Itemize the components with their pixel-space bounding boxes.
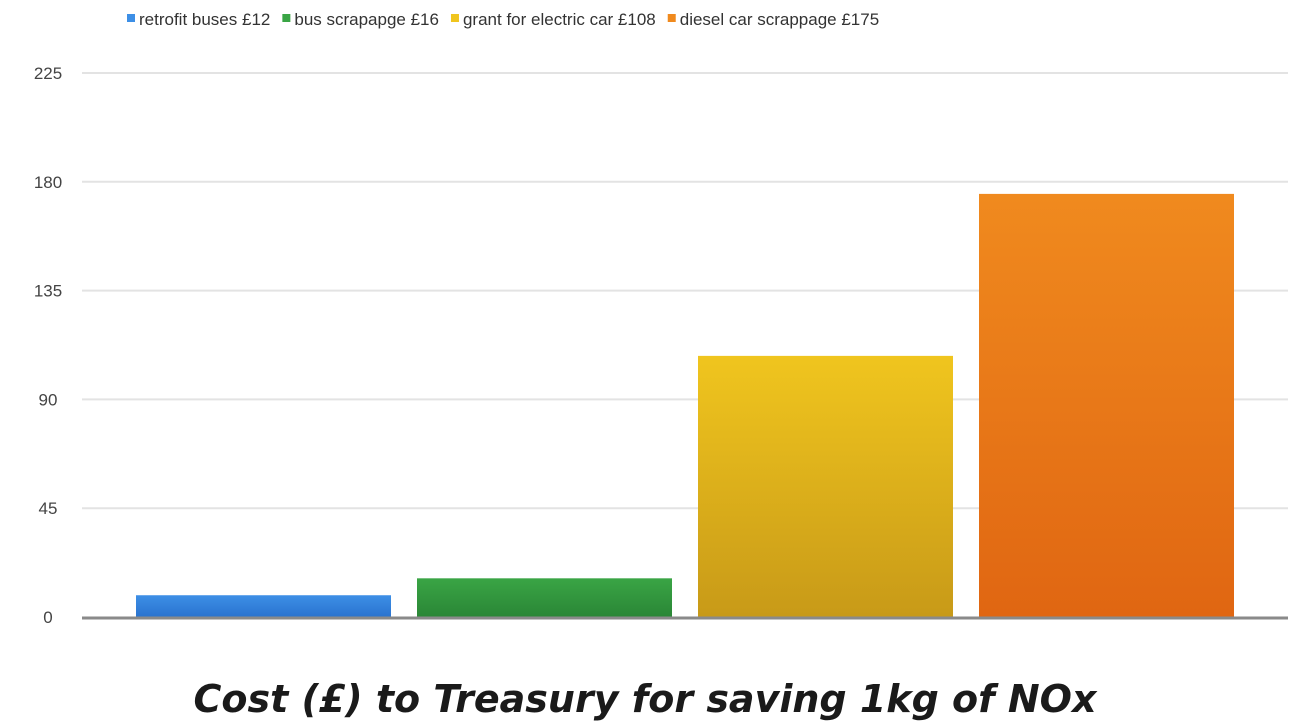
legend-swatch bbox=[450, 14, 459, 22]
y-tick-label: 135 bbox=[34, 282, 62, 301]
legend-swatch bbox=[282, 14, 291, 22]
y-tick-label: 225 bbox=[34, 64, 62, 83]
legend-swatch bbox=[667, 14, 676, 22]
y-axis: 0 45 90 135 180 225 bbox=[34, 64, 62, 627]
legend-swatch bbox=[127, 14, 135, 22]
legend-entry: grant for electric car £108 bbox=[463, 10, 656, 29]
bars bbox=[136, 193, 1234, 617]
bar bbox=[136, 595, 391, 617]
bar bbox=[417, 578, 672, 617]
bar bbox=[979, 193, 1234, 617]
legend-entry: diesel car scrappage £175 bbox=[680, 10, 879, 29]
bar bbox=[698, 355, 953, 617]
legend-entry: bus scrapapge £16 bbox=[294, 10, 439, 29]
legend: retrofit buses £12 bus scrapapge £16 grant… bbox=[127, 10, 879, 29]
chart-title: Cost (£) to Treasury for saving 1kg of N… bbox=[193, 677, 1097, 721]
y-tick-label: 90 bbox=[39, 390, 58, 409]
legend-entry: retrofit buses £12 bbox=[139, 10, 270, 29]
y-tick-label: 0 bbox=[43, 608, 52, 627]
y-tick-label: 45 bbox=[39, 499, 58, 518]
y-tick-label: 180 bbox=[34, 173, 62, 192]
